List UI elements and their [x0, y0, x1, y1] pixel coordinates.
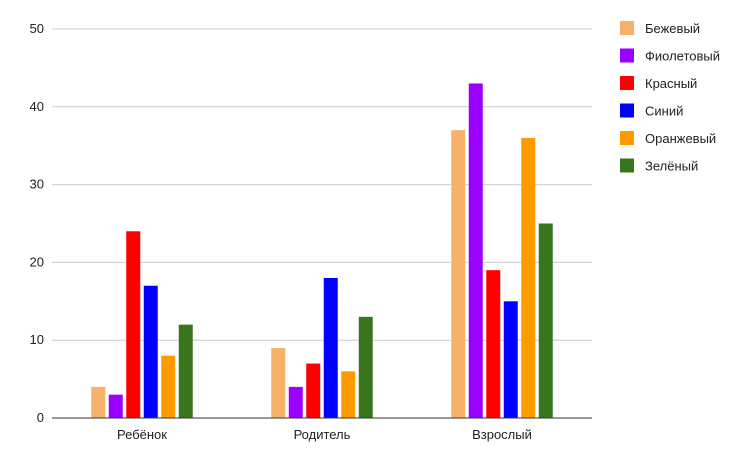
gridlines [52, 28, 592, 341]
legend-swatch [620, 103, 634, 118]
y-axis-ticks: 0 10 20 30 40 50 [30, 21, 44, 425]
bar [486, 270, 501, 418]
y-tick-label: 30 [30, 177, 44, 192]
legend-swatch [620, 76, 634, 90]
legend-swatch [620, 48, 634, 63]
bar [323, 277, 338, 418]
x-category-label: Ребёнок [117, 427, 167, 442]
legend-label: Оранжевый [645, 131, 716, 146]
bar [538, 223, 553, 418]
bar [271, 347, 286, 418]
y-tick-label: 0 [37, 410, 44, 425]
bar [108, 394, 123, 418]
bar [521, 137, 536, 419]
y-tick-label: 10 [30, 332, 44, 347]
bar [288, 386, 303, 418]
legend-label: Бежевый [645, 21, 700, 36]
bar [306, 363, 321, 418]
bar [178, 324, 193, 418]
bar [358, 316, 373, 418]
y-tick-label: 20 [30, 254, 44, 269]
bar [91, 386, 106, 418]
x-axis-labels: Ребёнок Родитель Взрослый [117, 427, 532, 442]
x-category-label: Родитель [294, 427, 351, 442]
bars [91, 83, 553, 419]
bar [468, 83, 483, 419]
legend: Бежевый Фиолетовый Красный Синий Оранжевый Зе… [620, 21, 720, 174]
legend-label: Синий [645, 104, 683, 119]
y-tick-label: 40 [30, 99, 44, 114]
legend-label: Красный [645, 76, 697, 91]
legend-label: Фиолетовый [645, 49, 720, 64]
bar [126, 231, 141, 418]
bar [161, 355, 176, 418]
legend-swatch [620, 158, 634, 173]
legend-swatch [620, 131, 634, 145]
legend-swatch [620, 21, 634, 35]
bar [451, 130, 466, 418]
legend-label: Зелёный [645, 159, 698, 174]
bar [143, 285, 158, 418]
y-tick-label: 50 [30, 21, 44, 36]
bar [503, 301, 518, 418]
x-category-label: Взрослый [472, 427, 532, 442]
bar [341, 371, 356, 418]
